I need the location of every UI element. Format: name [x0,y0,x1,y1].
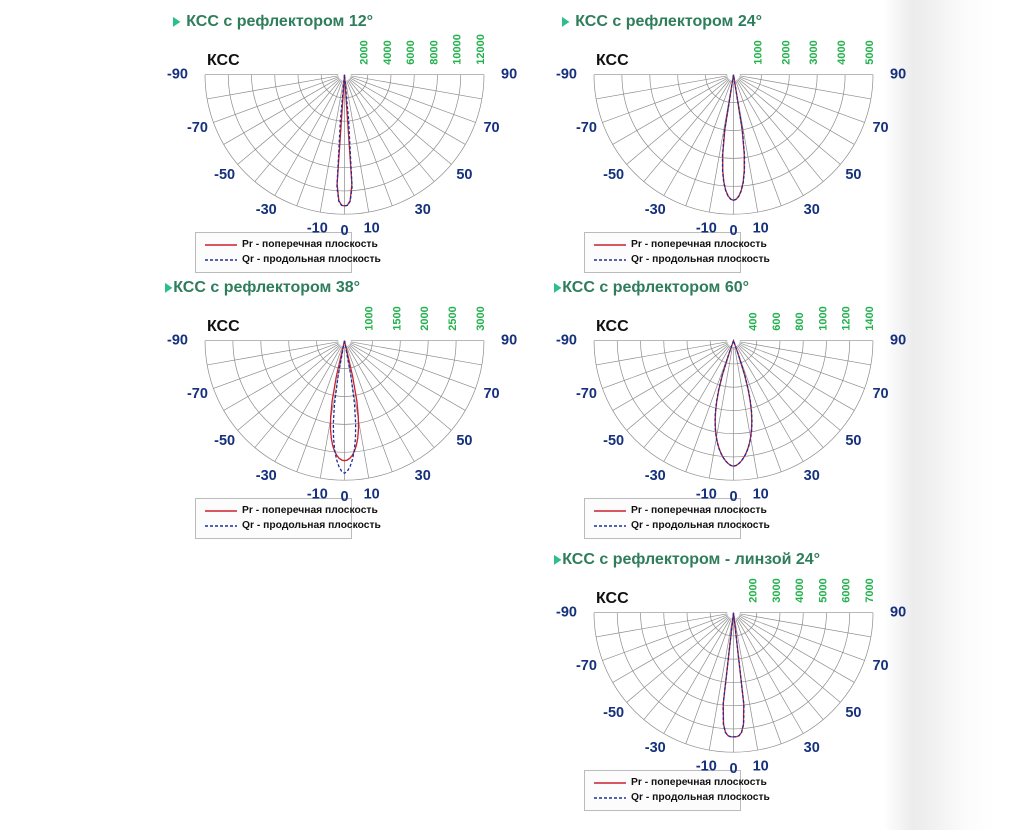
svg-text:70: 70 [872,386,888,402]
svg-text:КСС: КСС [596,318,629,335]
svg-text:-10: -10 [696,221,717,237]
svg-text:30: 30 [804,468,820,484]
svg-text:4000: 4000 [794,578,806,602]
svg-text:50: 50 [456,433,472,449]
svg-text:-50: -50 [603,705,624,721]
svg-text:-70: -70 [576,386,597,402]
svg-text:-50: -50 [214,167,235,183]
svg-text:10000: 10000 [452,34,464,65]
svg-text:-90: -90 [556,67,577,83]
svg-text:2000: 2000 [359,40,371,64]
svg-text:70: 70 [872,658,888,674]
svg-text:3000: 3000 [771,578,783,602]
svg-text:-30: -30 [645,468,666,484]
svg-text:-90: -90 [167,333,188,349]
svg-text:-90: -90 [556,333,577,349]
svg-text:-70: -70 [576,120,597,136]
svg-text:90: 90 [890,67,906,83]
svg-text:600: 600 [771,312,783,330]
svg-text:30: 30 [415,468,431,484]
svg-text:-90: -90 [167,67,188,83]
svg-text:-90: -90 [556,605,577,621]
svg-text:-10: -10 [307,221,328,237]
svg-text:8000: 8000 [429,40,441,64]
svg-text:1400: 1400 [864,306,876,330]
svg-text:1500: 1500 [391,306,403,330]
svg-text:6000: 6000 [841,578,853,602]
svg-text:10: 10 [364,221,380,237]
svg-text:-30: -30 [645,202,666,218]
svg-text:-50: -50 [603,433,624,449]
svg-text:6000: 6000 [405,40,417,64]
svg-text:70: 70 [872,120,888,136]
svg-text:5000: 5000 [818,578,830,602]
svg-text:-50: -50 [603,167,624,183]
svg-text:30: 30 [415,202,431,218]
svg-text:90: 90 [501,67,517,83]
svg-text:5000: 5000 [864,40,876,64]
svg-text:3000: 3000 [475,306,487,330]
svg-text:4000: 4000 [836,40,848,64]
svg-text:90: 90 [890,333,906,349]
svg-text:1000: 1000 [363,306,375,330]
svg-text:-30: -30 [645,740,666,756]
svg-text:10: 10 [753,487,769,503]
svg-text:2000: 2000 [748,578,760,602]
svg-text:1200: 1200 [841,306,853,330]
svg-text:70: 70 [483,120,499,136]
svg-text:КСС: КСС [596,590,629,607]
svg-text:4000: 4000 [382,40,394,64]
svg-text:30: 30 [804,202,820,218]
svg-text:2000: 2000 [419,306,431,330]
svg-text:10: 10 [753,221,769,237]
svg-text:30: 30 [804,740,820,756]
svg-text:-10: -10 [696,487,717,503]
svg-text:2000: 2000 [780,40,792,64]
svg-text:-30: -30 [256,468,277,484]
svg-text:50: 50 [845,433,861,449]
svg-text:1000: 1000 [818,306,830,330]
svg-text:-70: -70 [187,386,208,402]
svg-text:2500: 2500 [447,306,459,330]
svg-text:12000: 12000 [475,34,487,65]
svg-text:3000: 3000 [808,40,820,64]
svg-text:50: 50 [845,167,861,183]
svg-text:КСС: КСС [207,52,240,69]
svg-text:КСС: КСС [596,52,629,69]
svg-text:10: 10 [753,759,769,775]
svg-text:400: 400 [748,312,760,330]
svg-text:70: 70 [483,386,499,402]
svg-text:-50: -50 [214,433,235,449]
svg-text:1000: 1000 [752,40,764,64]
svg-text:7000: 7000 [864,578,876,602]
svg-text:800: 800 [794,312,806,330]
svg-text:-10: -10 [696,759,717,775]
svg-text:-30: -30 [256,202,277,218]
svg-text:-10: -10 [307,487,328,503]
svg-text:КСС: КСС [207,318,240,335]
svg-text:90: 90 [501,333,517,349]
svg-text:10: 10 [364,487,380,503]
svg-text:90: 90 [890,605,906,621]
svg-text:50: 50 [456,167,472,183]
svg-text:50: 50 [845,705,861,721]
svg-text:-70: -70 [187,120,208,136]
svg-text:-70: -70 [576,658,597,674]
